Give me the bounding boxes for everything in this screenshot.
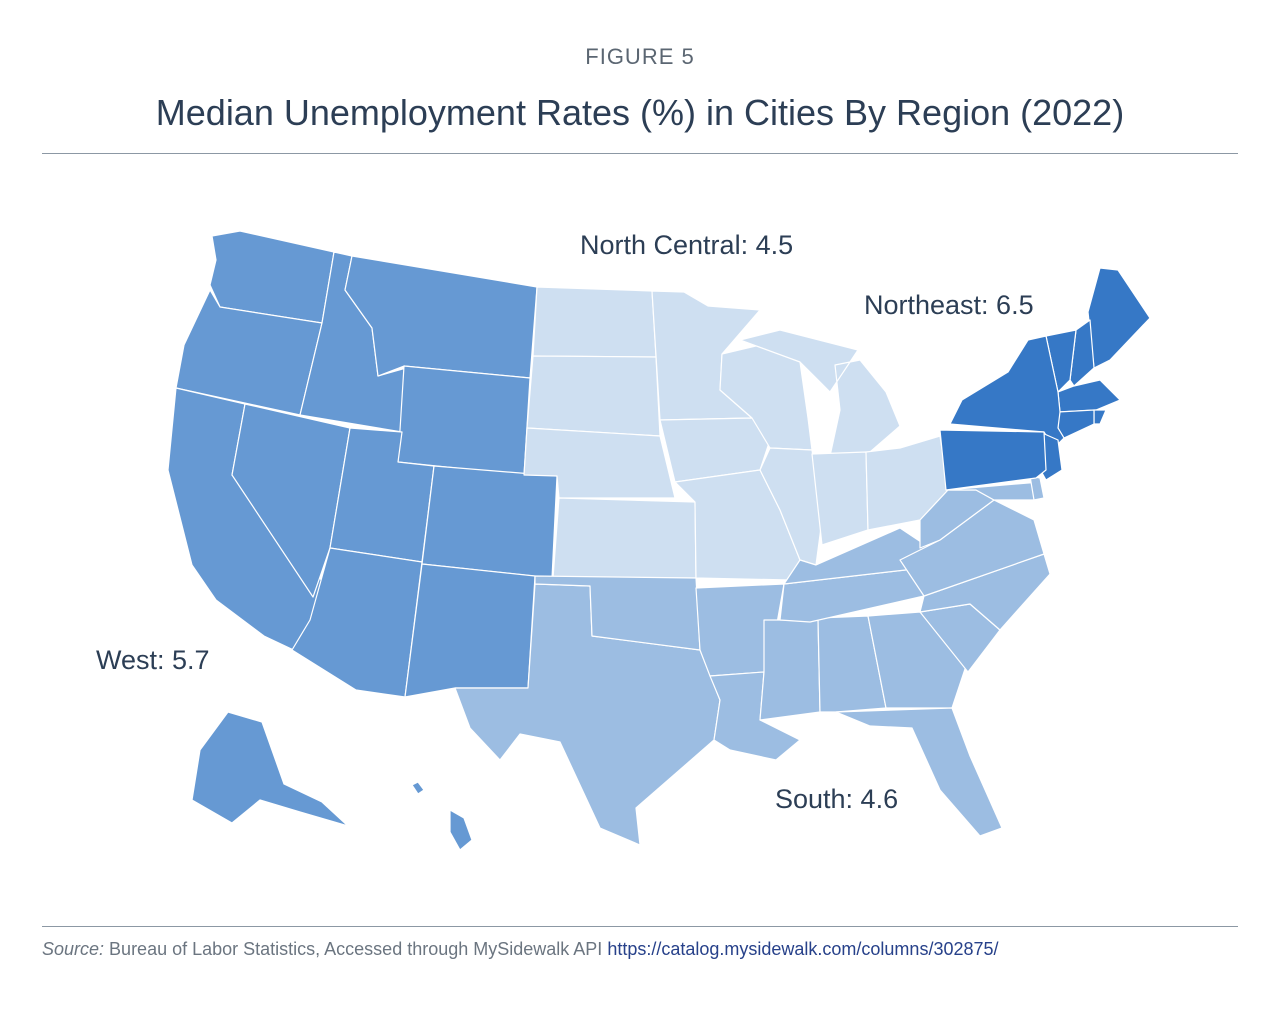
state-sd <box>526 355 661 437</box>
state-fl <box>835 707 1003 837</box>
state-ny <box>949 335 1065 449</box>
top-divider <box>42 153 1238 154</box>
bottom-divider <box>42 926 1238 927</box>
state-pa <box>939 429 1047 491</box>
figure-label: FIGURE 5 <box>585 44 695 69</box>
state-al <box>817 615 887 713</box>
source-text: Bureau of Labor Statistics, Accessed thr… <box>104 939 608 959</box>
source-prefix: Source: <box>42 939 105 959</box>
state-md <box>945 481 1041 501</box>
state-ia <box>659 417 771 483</box>
state-ms <box>759 619 821 721</box>
chart-title: Median Unemployment Rates (%) in Cities … <box>155 92 1125 133</box>
state-ma <box>1057 379 1121 413</box>
state-ct <box>1057 409 1095 439</box>
source-link[interactable]: https://catalog.mysidewalk.com/columns/3… <box>607 939 999 959</box>
region-label-northeast: Northeast: 6.5 <box>864 290 1034 320</box>
state-mi <box>739 329 901 457</box>
state-ok <box>534 575 701 651</box>
state-hi <box>411 781 473 851</box>
state-co <box>421 465 558 579</box>
source-note: Source: Bureau of Labor Statistics, Acce… <box>42 939 999 960</box>
region-label-north-central: North Central: 4.5 <box>580 230 794 260</box>
region-label-west: West: 5.7 <box>96 645 210 675</box>
state-in <box>811 451 869 546</box>
us-region-map <box>167 230 1151 851</box>
state-nd <box>532 286 657 358</box>
state-nv <box>231 403 351 598</box>
state-wy <box>397 365 531 476</box>
state-ri <box>1093 409 1107 425</box>
state-me <box>1087 267 1151 369</box>
state-ak <box>191 711 349 827</box>
region-label-south: South: 4.6 <box>775 784 899 814</box>
state-nm <box>404 563 536 698</box>
state-az <box>291 547 423 698</box>
state-ks <box>552 497 697 579</box>
